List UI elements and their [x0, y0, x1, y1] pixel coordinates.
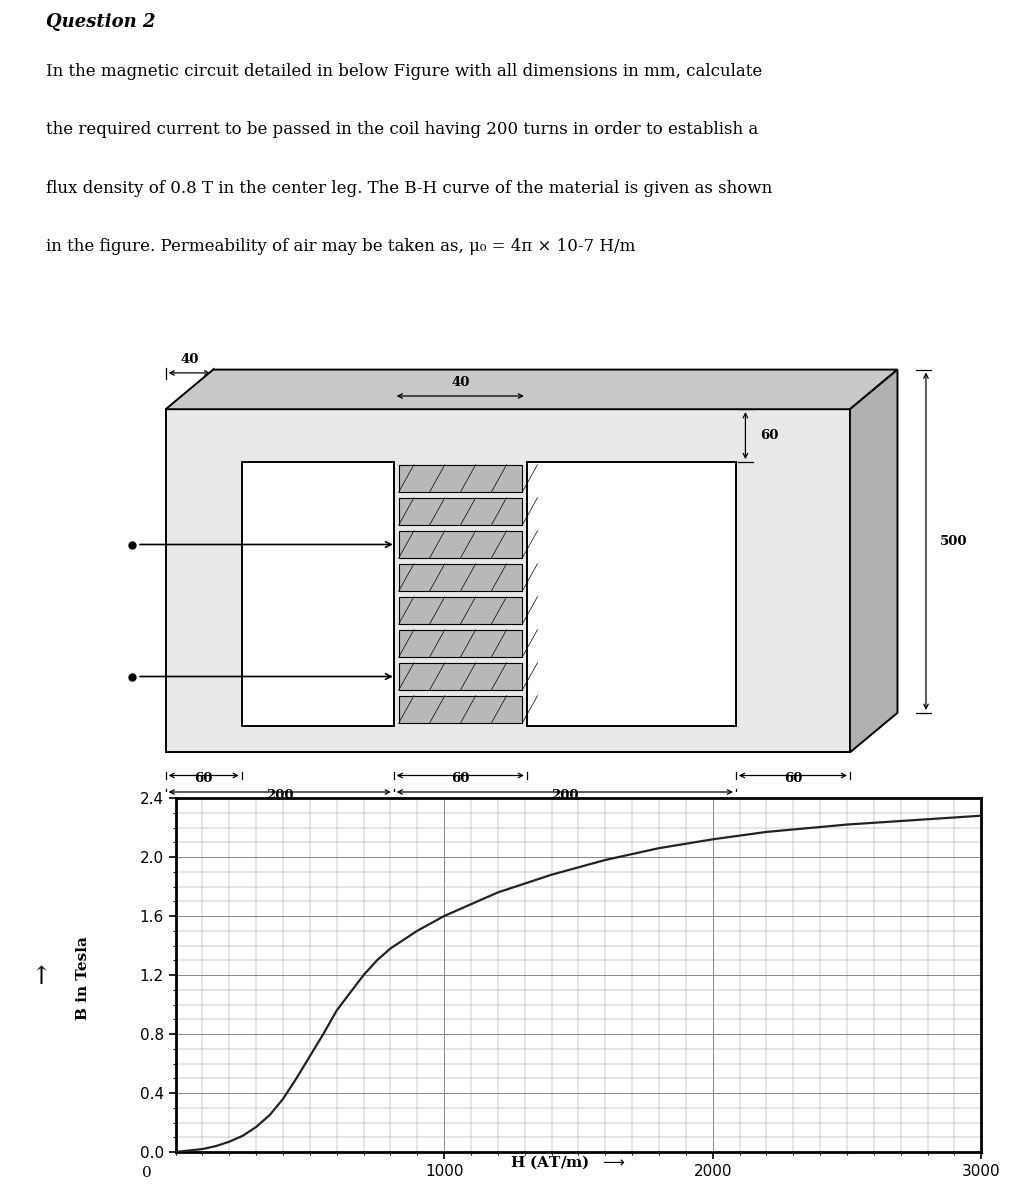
- Bar: [399, 630, 522, 658]
- Bar: [399, 464, 522, 492]
- Polygon shape: [850, 370, 898, 752]
- Text: 200: 200: [265, 788, 293, 802]
- Text: the required current to be passed in the coil having 200 turns in order to estab: the required current to be passed in the…: [46, 121, 758, 138]
- Text: 60: 60: [759, 430, 778, 442]
- Bar: [399, 596, 522, 624]
- Text: 40: 40: [181, 353, 198, 366]
- Text: H (AT/m)  $\longrightarrow$: H (AT/m) $\longrightarrow$: [510, 1153, 626, 1171]
- Bar: [399, 696, 522, 724]
- Bar: [527, 462, 735, 726]
- Text: 60: 60: [194, 773, 213, 785]
- Text: B in Tesla: B in Tesla: [75, 936, 90, 1020]
- Bar: [399, 662, 522, 690]
- Text: flux density of 0.8 T in the center leg. The B-H curve of the material is given : flux density of 0.8 T in the center leg.…: [46, 180, 773, 197]
- Text: 40: 40: [451, 377, 469, 389]
- Bar: [399, 498, 522, 526]
- Text: 500: 500: [940, 535, 968, 547]
- Bar: [165, 409, 850, 752]
- Text: 60: 60: [451, 773, 469, 785]
- Text: 60: 60: [784, 773, 802, 785]
- Text: Question 2: Question 2: [46, 13, 156, 31]
- Polygon shape: [165, 370, 898, 409]
- Bar: [399, 564, 522, 592]
- Bar: [399, 530, 522, 558]
- Text: In the magnetic circuit detailed in below Figure with all dimensions in mm, calc: In the magnetic circuit detailed in belo…: [46, 64, 762, 80]
- Text: in the figure. Permeability of air may be taken as, μ₀ = 4π × 10-7 H/m: in the figure. Permeability of air may b…: [46, 238, 636, 254]
- Text: 200: 200: [551, 788, 578, 802]
- Text: ↑: ↑: [31, 966, 52, 990]
- Bar: [242, 462, 394, 726]
- Text: 0: 0: [142, 1166, 152, 1180]
